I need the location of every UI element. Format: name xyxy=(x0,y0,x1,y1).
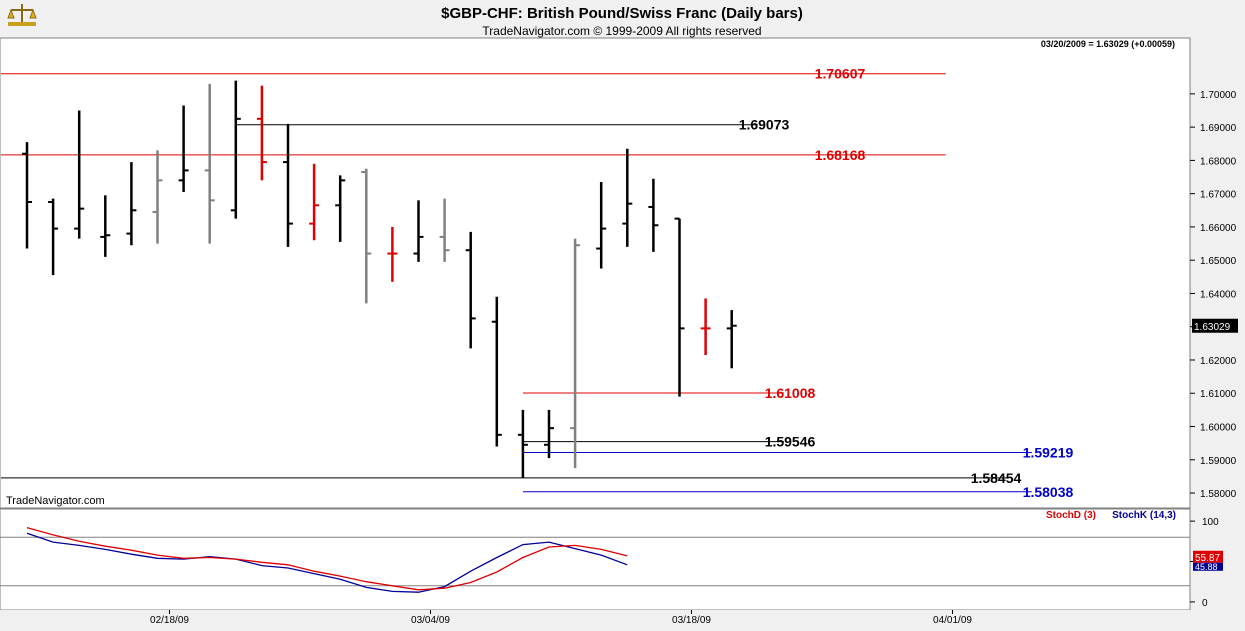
legend-stochd: StochD (3) xyxy=(1046,510,1096,521)
level-label: 1.68168 xyxy=(815,147,866,163)
price-tick-label: 1.58000 xyxy=(1200,489,1237,500)
level-label: 1.69073 xyxy=(739,117,790,133)
level-label: 1.58454 xyxy=(971,470,1022,486)
watermark: TradeNavigator.com xyxy=(6,495,105,507)
stochk-value-box xyxy=(1193,562,1223,571)
price-tick-label: 1.67000 xyxy=(1200,190,1237,201)
level-label: 1.59546 xyxy=(765,434,816,450)
price-tick-label: 1.61000 xyxy=(1200,389,1237,400)
date-tick-label: 03/04/09 xyxy=(411,615,450,626)
price-tick-label: 1.60000 xyxy=(1200,423,1237,434)
stoch-d-line xyxy=(26,526,628,591)
price-tick-label: 1.66000 xyxy=(1200,223,1237,234)
stochd-value-label: 55.87 xyxy=(1195,553,1220,564)
stoch-panel xyxy=(0,508,1191,611)
header: $GBP-CHF: British Pound/Swiss Franc (Dai… xyxy=(0,0,1245,38)
price-tick-label: 1.64000 xyxy=(1200,289,1237,300)
stoch-layer: StochD (3) StochK (14,3) xyxy=(0,510,1190,593)
chart-title: $GBP-CHF: British Pound/Swiss Franc (Dai… xyxy=(441,5,803,22)
price-tick-label: 1.62000 xyxy=(1200,356,1237,367)
stoch-k-line xyxy=(26,532,628,593)
stoch-tick-label: 100 xyxy=(1202,517,1219,528)
stochd-value-box xyxy=(1193,550,1223,563)
copyright: TradeNavigator.com © 1999-2009 All right… xyxy=(482,24,761,38)
date-tick-label: 03/18/09 xyxy=(672,615,711,626)
price-panel xyxy=(0,37,1191,509)
level-label: 1.59219 xyxy=(1023,444,1074,460)
price-axis xyxy=(1190,38,1245,508)
price-tick-label: 1.65000 xyxy=(1200,256,1237,267)
quote-readout: 03/20/2009 = 1.63029 (+0.00059) xyxy=(1041,39,1175,49)
price-tick-label: 1.69000 xyxy=(1200,123,1237,134)
stoch-tick-label: 0 xyxy=(1202,598,1208,609)
stochk-value-label: 45.88 xyxy=(1195,562,1218,572)
axis-layer: 1.70000 1.69000 1.68000 1.67000 1.66000 1.650… xyxy=(150,90,1238,626)
last-price-label: 1.63029 xyxy=(1194,322,1231,333)
level-label: 1.61008 xyxy=(765,385,816,401)
price-layer: 1.70607 1.69073 1.68168 1.61008 1.59546 1.592… xyxy=(0,66,1074,500)
legend-stochk: StochK (14,3) xyxy=(1112,510,1176,521)
date-axis xyxy=(0,610,1245,631)
level-label: 1.58038 xyxy=(1023,484,1074,500)
price-tick-label: 1.70000 xyxy=(1200,90,1237,101)
level-label: 1.70607 xyxy=(815,66,866,82)
date-tick-label: 04/01/09 xyxy=(933,615,972,626)
last-price-box xyxy=(1192,318,1238,333)
trade-navigator-logo-icon xyxy=(7,4,37,26)
date-tick-label: 02/18/09 xyxy=(150,615,189,626)
price-tick-label: 1.59000 xyxy=(1200,456,1237,467)
price-tick-label: 1.68000 xyxy=(1200,156,1237,167)
